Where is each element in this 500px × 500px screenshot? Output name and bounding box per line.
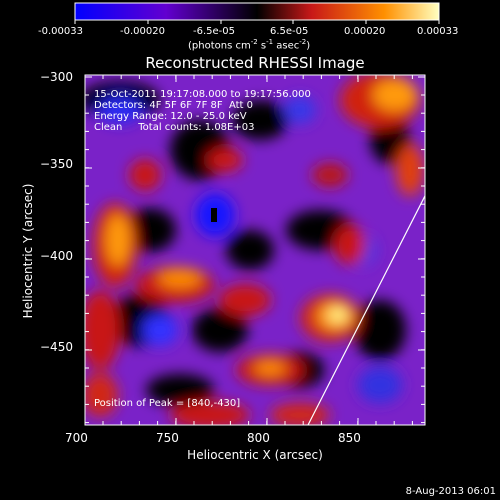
image-feature: [373, 79, 417, 111]
image-feature: [146, 374, 214, 406]
y-tick-label: −300: [40, 70, 73, 84]
y-tick-label: −450: [40, 340, 73, 354]
image-feature: [124, 208, 176, 252]
y-tick-label: −350: [40, 157, 73, 171]
colorbar-tick-label: 0.00033: [417, 26, 459, 37]
image-feature: [106, 214, 130, 266]
image-map: [85, 75, 425, 425]
axis-tickmarks: [84, 75, 425, 425]
detectors-text: Detectors: 4F 5F 6F 7F 8F Att 0: [94, 100, 254, 111]
image-feature: [354, 300, 406, 360]
image-feature: [192, 308, 248, 352]
limb-line: [307, 194, 425, 425]
plot-title: Reconstructed RHESSI Image: [145, 54, 365, 72]
image-feature: [396, 144, 424, 196]
image-feature: [98, 96, 142, 124]
image-feature: [284, 96, 316, 124]
colorbar-tick-label: -0.00020: [120, 26, 165, 37]
x-axis-label: Heliocentric X (arcsec): [187, 448, 323, 462]
colorbar-tick-label: -0.00033: [38, 26, 83, 37]
time-range-text: 15-Oct-2011 19:17:08.000 to 19:17:56.000: [94, 89, 311, 100]
image-feature: [358, 367, 402, 403]
image-feature: [158, 268, 202, 288]
y-tick-label: −400: [40, 249, 73, 263]
image-feature: [226, 230, 274, 270]
image-feature: [85, 290, 120, 370]
image-feature: [142, 314, 178, 346]
image-feature: [85, 373, 118, 417]
y-axis-label: Heliocentric Y (arcsec): [21, 183, 35, 319]
image-feature: [312, 163, 348, 187]
colorbar: [74, 2, 440, 24]
image-feature: [329, 308, 347, 322]
colorbar-gradient: [75, 3, 439, 20]
image-feature: [207, 148, 243, 172]
colorbar-tick-label: 0.00020: [344, 26, 386, 37]
image-feature: [254, 360, 286, 376]
method-counts-text: Clean Total counts: 1.08E+03: [94, 122, 255, 133]
peak-position-text: Position of Peak = [840,-430]: [94, 398, 241, 409]
colorbar-units: (photons cm-2 s-1 asec-2): [188, 38, 311, 52]
energy-range-text: Energy Range: 12.0 - 25.0 keV: [94, 111, 247, 122]
image-panel: [84, 74, 426, 426]
x-tick-label: 850: [338, 431, 361, 445]
colorbar-tickmarks: [74, 20, 440, 24]
x-tick-label: 800: [247, 431, 270, 445]
x-tick-label: 750: [156, 431, 179, 445]
image-feature: [270, 403, 330, 425]
image-feature: [170, 401, 250, 425]
colorbar-frame: [74, 2, 440, 21]
colorbar-tick-label: -6.5e-05: [193, 26, 235, 37]
image-artifact: [211, 208, 217, 222]
image-feature: [334, 225, 366, 265]
image-feature: [219, 284, 271, 316]
x-tick-label: 700: [65, 431, 88, 445]
image-feature: [232, 100, 288, 140]
generation-date: 8-Aug-2013 06:01: [405, 486, 496, 497]
plot-frame: [84, 74, 426, 426]
colorbar-tick-label: 6.5e-05: [270, 26, 309, 37]
image-feature: [129, 159, 161, 191]
